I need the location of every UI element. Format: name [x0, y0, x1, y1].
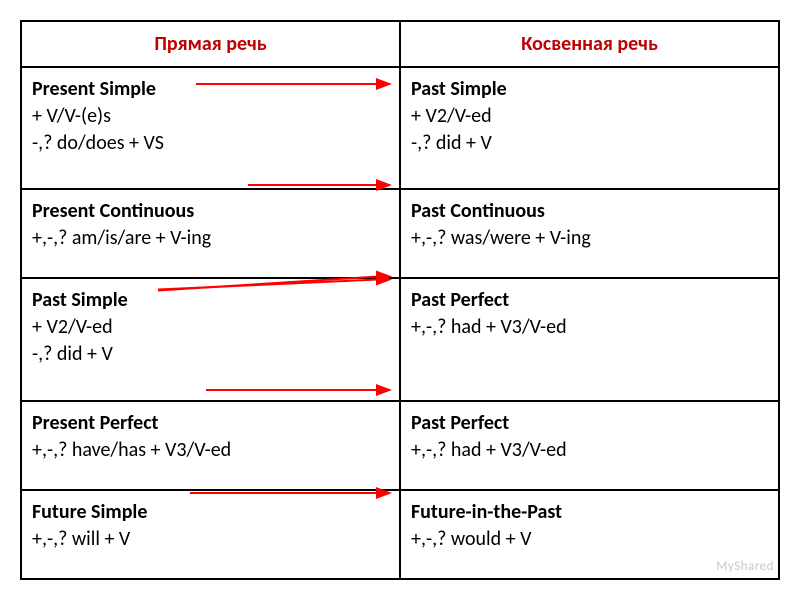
cell-right: Past Continuous +,-,? was/were + V-ing — [400, 189, 779, 278]
formula: +,-,? would + V — [411, 527, 531, 551]
table-row: Present Continuous +,-,? am/is/are + V-i… — [21, 189, 779, 278]
cell-left: Present Perfect +,-,? have/has + V3/V-ed — [21, 401, 400, 490]
formula: -,? do/does + VS — [32, 131, 164, 155]
grammar-table: Прямая речь Косвенная речь Present Simpl… — [20, 20, 780, 580]
cell-left: Present Simple + V/V-(e)s -,? do/does + … — [21, 67, 400, 189]
cell-left: Future Simple +,-,? will + V — [21, 490, 400, 579]
tense-title: Future-in-the-Past — [411, 500, 562, 524]
cell-left: Past Simple + V2/V-ed -,? did + V — [21, 278, 400, 400]
header-indirect: Косвенная речь — [400, 21, 779, 67]
tense-title: Past Perfect — [411, 411, 509, 435]
tense-title: Past Perfect — [411, 288, 509, 312]
watermark: MyShared — [716, 559, 774, 574]
table-body: Present Simple + V/V-(e)s -,? do/does + … — [21, 67, 779, 579]
table-row: Present Simple + V/V-(e)s -,? do/does + … — [21, 67, 779, 189]
table-header-row: Прямая речь Косвенная речь — [21, 21, 779, 67]
formula: +,-,? was/were + V-ing — [411, 226, 591, 250]
formula: -,? did + V — [411, 131, 492, 155]
tense-title: Past Continuous — [411, 199, 545, 223]
formula: + V2/V-ed — [411, 104, 492, 128]
cell-right: Past Simple + V2/V-ed -,? did + V — [400, 67, 779, 189]
tense-title: Present Simple — [32, 77, 156, 101]
table-row: Past Simple + V2/V-ed -,? did + V Past P… — [21, 278, 779, 400]
cell-right: Past Perfect +,-,? had + V3/V-ed — [400, 401, 779, 490]
formula: +,-,? have/has + V3/V-ed — [32, 438, 231, 462]
formula: +,-,? am/is/are + V-ing — [32, 226, 211, 250]
tense-title: Past Simple — [32, 288, 128, 312]
tense-title: Past Simple — [411, 77, 507, 101]
formula: + V2/V-ed — [32, 315, 113, 339]
formula: +,-,? had + V3/V-ed — [411, 438, 567, 462]
formula: -,? did + V — [32, 342, 113, 366]
tense-title: Future Simple — [32, 500, 147, 524]
cell-right: Past Perfect +,-,? had + V3/V-ed — [400, 278, 779, 400]
cell-left: Present Continuous +,-,? am/is/are + V-i… — [21, 189, 400, 278]
table-container: Прямая речь Косвенная речь Present Simpl… — [20, 20, 780, 580]
table-row: Future Simple +,-,? will + V Future-in-t… — [21, 490, 779, 579]
tense-title: Present Continuous — [32, 199, 194, 223]
formula: + V/V-(e)s — [32, 104, 111, 128]
formula: +,-,? will + V — [32, 527, 130, 551]
header-direct: Прямая речь — [21, 21, 400, 67]
tense-title: Present Perfect — [32, 411, 159, 435]
formula: +,-,? had + V3/V-ed — [411, 315, 567, 339]
table-row: Present Perfect +,-,? have/has + V3/V-ed… — [21, 401, 779, 490]
